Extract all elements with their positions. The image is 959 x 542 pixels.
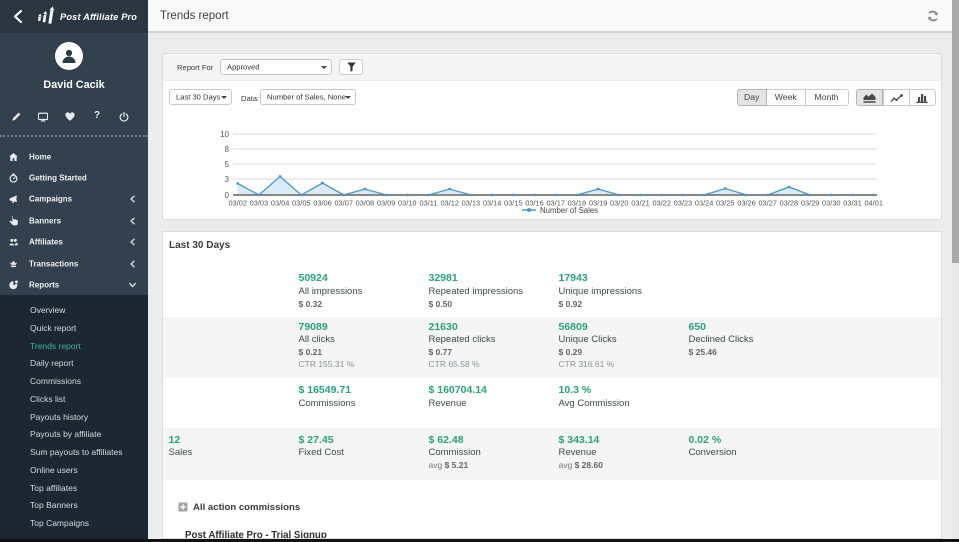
- svg-text:03/21: 03/21: [631, 199, 650, 208]
- svg-text:03/05: 03/05: [292, 199, 311, 208]
- svg-text:03/03: 03/03: [250, 199, 269, 208]
- svg-text:03/24: 03/24: [695, 199, 714, 208]
- svg-text:03/06: 03/06: [313, 199, 332, 208]
- svg-text:04/01: 04/01: [864, 199, 883, 208]
- svg-text:03/07: 03/07: [334, 199, 353, 208]
- svg-text:03/14: 03/14: [483, 199, 502, 208]
- svg-text:03/27: 03/27: [758, 199, 777, 208]
- svg-text:03/09: 03/09: [377, 199, 396, 208]
- svg-text:03/04: 03/04: [271, 199, 290, 208]
- svg-text:03/29: 03/29: [801, 199, 820, 208]
- svg-text:03/19: 03/19: [589, 199, 608, 208]
- svg-text:3: 3: [225, 175, 230, 184]
- svg-text:03/12: 03/12: [440, 199, 459, 208]
- svg-text:03/17: 03/17: [546, 199, 565, 208]
- svg-text:03/31: 03/31: [843, 199, 862, 208]
- svg-text:03/25: 03/25: [716, 199, 735, 208]
- svg-text:10: 10: [220, 130, 229, 139]
- svg-text:03/02: 03/02: [228, 199, 247, 208]
- svg-text:03/20: 03/20: [610, 199, 629, 208]
- svg-text:03/18: 03/18: [568, 199, 587, 208]
- svg-text:03/11: 03/11: [420, 199, 438, 208]
- svg-text:03/28: 03/28: [780, 199, 799, 208]
- svg-text:Number of Sales: Number of Sales: [540, 206, 598, 215]
- svg-text:5: 5: [225, 160, 230, 169]
- svg-text:03/08: 03/08: [356, 199, 375, 208]
- svg-text:03/15: 03/15: [504, 199, 523, 208]
- svg-text:03/16: 03/16: [525, 199, 544, 208]
- svg-text:03/26: 03/26: [737, 199, 756, 208]
- svg-text:03/22: 03/22: [652, 199, 671, 208]
- svg-text:0: 0: [225, 191, 230, 200]
- svg-text:03/13: 03/13: [462, 199, 481, 208]
- svg-text:03/23: 03/23: [674, 199, 693, 208]
- svg-text:03/10: 03/10: [398, 199, 417, 208]
- svg-text:8: 8: [225, 145, 230, 154]
- svg-text:03/30: 03/30: [822, 199, 841, 208]
